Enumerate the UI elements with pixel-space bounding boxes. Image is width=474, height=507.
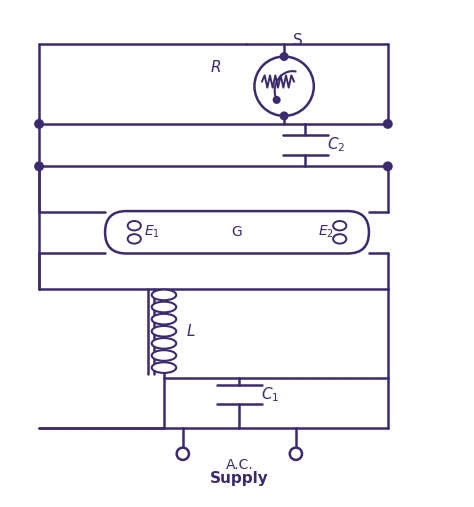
- Text: $E_2$: $E_2$: [318, 224, 334, 240]
- Text: Supply: Supply: [210, 471, 269, 486]
- Ellipse shape: [152, 338, 176, 349]
- Ellipse shape: [152, 289, 176, 300]
- Circle shape: [35, 162, 43, 170]
- Ellipse shape: [152, 314, 176, 324]
- Text: S: S: [293, 32, 303, 48]
- Text: $C_1$: $C_1$: [261, 385, 279, 404]
- Circle shape: [273, 97, 280, 103]
- Circle shape: [383, 162, 392, 170]
- Circle shape: [35, 120, 43, 128]
- Ellipse shape: [152, 326, 176, 337]
- Circle shape: [280, 112, 288, 120]
- Circle shape: [280, 53, 288, 60]
- Text: G: G: [232, 225, 242, 239]
- Text: $E_1$: $E_1$: [144, 224, 160, 240]
- Text: L: L: [187, 324, 196, 339]
- Text: A.C.: A.C.: [226, 458, 253, 472]
- Ellipse shape: [152, 350, 176, 361]
- Text: $C_2$: $C_2$: [327, 136, 345, 155]
- Text: R: R: [210, 60, 221, 75]
- Circle shape: [383, 120, 392, 128]
- Ellipse shape: [152, 302, 176, 312]
- Ellipse shape: [152, 363, 176, 373]
